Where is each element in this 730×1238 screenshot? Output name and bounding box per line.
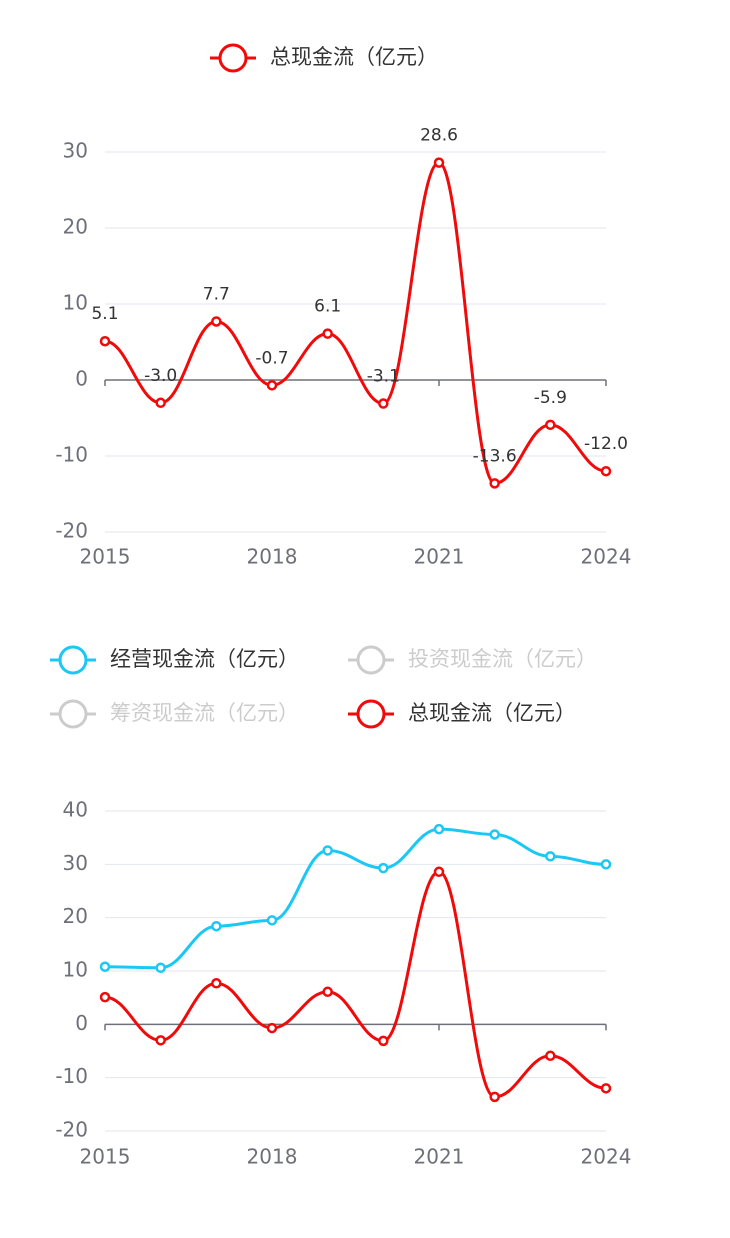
data-point	[211, 920, 222, 932]
data-point	[600, 465, 612, 477]
data-point	[155, 962, 166, 974]
data-point	[489, 1091, 500, 1103]
data-point	[600, 1083, 612, 1094]
data-label: 7.7	[203, 284, 230, 304]
data-label: 5.1	[91, 304, 118, 324]
y-tick-label: 20	[63, 215, 88, 239]
data-label: -13.6	[473, 446, 517, 466]
data-point	[99, 991, 111, 1003]
y-tick-label: 10	[63, 958, 88, 982]
data-point	[211, 978, 222, 989]
y-tick-label: 0	[75, 1011, 88, 1035]
data-point	[378, 862, 389, 874]
series-line	[104, 870, 607, 1099]
legend-label: 筹资现金流（亿元）	[110, 701, 299, 725]
y-tick-label: -10	[55, 1064, 88, 1088]
data-point	[99, 335, 111, 347]
data-point	[322, 845, 333, 856]
legend-icon	[356, 645, 386, 675]
data-point	[155, 1035, 166, 1046]
data-label: -3.1	[367, 367, 400, 387]
y-tick-label: 30	[63, 139, 88, 163]
data-point	[489, 829, 500, 840]
data-point	[489, 478, 500, 489]
x-tick-label: 2021	[414, 1145, 465, 1169]
x-tick-label: 2018	[247, 1145, 298, 1169]
y-tick-label: -20	[55, 519, 88, 543]
data-point	[433, 157, 445, 168]
data-point	[322, 328, 333, 339]
y-tick-label: 40	[63, 798, 88, 822]
x-tick-label: 2015	[80, 545, 131, 569]
data-label: 28.6	[420, 126, 458, 146]
x-tick-label: 2015	[80, 1145, 131, 1169]
data-point	[378, 1035, 389, 1047]
x-tick-label: 2024	[581, 545, 632, 569]
y-tick-label: 30	[63, 851, 88, 875]
y-tick-label: 20	[63, 904, 88, 928]
legend-icon	[356, 699, 386, 729]
legend-label: 总现金流（亿元）	[408, 701, 576, 725]
data-point	[155, 397, 166, 409]
x-tick-label: 2018	[247, 545, 298, 569]
data-point	[266, 915, 278, 926]
data-point	[99, 961, 111, 972]
y-tick-label: 0	[75, 367, 88, 391]
data-point	[545, 419, 556, 431]
legend-label: 经营现金流（亿元）	[110, 647, 299, 671]
y-tick-label: 10	[63, 291, 88, 315]
data-label: 6.1	[314, 297, 341, 317]
legend-icon	[58, 699, 88, 729]
data-label: -3.0	[144, 366, 177, 386]
data-label: -12.0	[584, 434, 628, 454]
data-point	[600, 859, 612, 870]
data-label: -0.7	[255, 348, 288, 368]
data-point	[266, 1022, 278, 1034]
x-tick-label: 2024	[581, 1145, 632, 1169]
y-tick-label: -10	[55, 443, 88, 467]
data-point	[433, 823, 445, 835]
legend-icon	[218, 43, 248, 73]
data-label: -5.9	[534, 388, 567, 408]
legend-label: 投资现金流（亿元）	[408, 647, 597, 671]
series-line	[104, 161, 607, 485]
data-point	[322, 986, 333, 998]
data-point	[545, 1050, 556, 1062]
data-point	[266, 380, 278, 391]
series-line	[104, 827, 607, 970]
x-tick-label: 2021	[414, 545, 465, 569]
data-point	[378, 398, 389, 409]
legend-icon	[58, 645, 88, 675]
data-point	[545, 851, 556, 862]
legend-label: 总现金流（亿元）	[270, 45, 438, 69]
data-point	[211, 316, 222, 327]
y-tick-label: -20	[55, 1118, 88, 1142]
data-point	[433, 866, 445, 878]
